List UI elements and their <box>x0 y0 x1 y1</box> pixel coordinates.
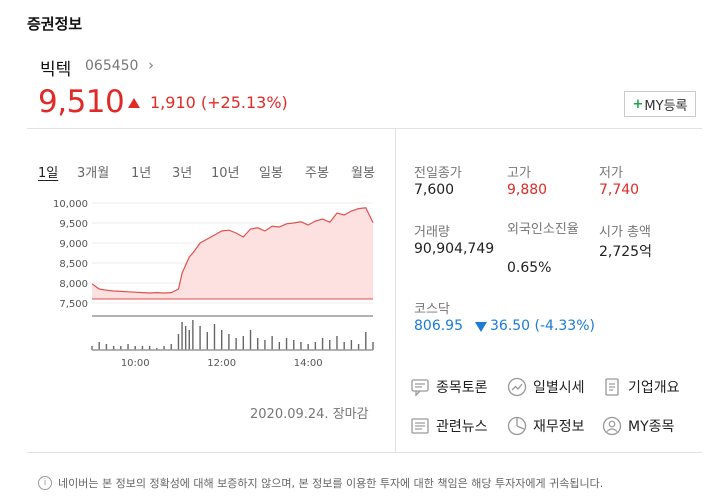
price-line <box>91 207 374 294</box>
link-daily-price[interactable]: 일별시세 <box>507 377 585 397</box>
stat-label: 시가 총액 <box>599 225 651 240</box>
disclaimer-text: 네이버는 본 정보의 정확성에 대해 보증하지 않으며, 본 정보를 이용한 투… <box>58 477 604 490</box>
comment-icon <box>411 379 429 397</box>
stat-low: 7,740 <box>599 182 640 198</box>
pie-chart-icon <box>507 416 527 436</box>
tab-10y[interactable]: 10년 <box>211 166 240 181</box>
stat-label: 외국인소진율 <box>507 222 579 237</box>
user-icon <box>602 416 622 436</box>
stat-high: 9,880 <box>507 182 548 198</box>
link-label: 재무정보 <box>533 419 585 435</box>
trend-icon <box>507 377 527 397</box>
tab-3m[interactable]: 3개월 <box>77 166 110 181</box>
tab-3y[interactable]: 3년 <box>172 166 193 181</box>
my-register-button[interactable]: + MY등록 <box>624 91 696 117</box>
y-tick-label: 9,500 <box>59 219 88 230</box>
x-tick-label: 12:00 <box>207 358 236 369</box>
document-icon <box>605 378 619 396</box>
stat-label: 저가 <box>599 166 623 181</box>
price-change: 1,910 (+25.13%) <box>150 93 288 112</box>
link-related-news[interactable]: 관련뉴스 <box>410 416 488 436</box>
current-price: 9,510 <box>38 84 125 120</box>
x-tick-label: 10:00 <box>121 358 150 369</box>
tab-monthly-candle[interactable]: 월봉 <box>351 166 375 181</box>
stat-label: 거래량 <box>414 225 450 240</box>
intraday-chart[interactable]: 10,000 9,500 9,000 8,500 8,000 7,500 10:00 12:0… <box>38 192 382 372</box>
stat-label: 고가 <box>507 166 531 181</box>
down-arrow-icon <box>475 322 487 332</box>
stock-name[interactable]: 빅텍 <box>40 60 72 80</box>
tab-1d[interactable]: 1일 <box>38 166 59 181</box>
stat-foreign-ratio: 0.65% <box>507 260 552 276</box>
stock-code[interactable]: 065450 <box>85 58 139 74</box>
x-tick-label: 14:00 <box>294 358 323 369</box>
divider <box>27 452 702 453</box>
stat-prev-close: 7,600 <box>414 182 455 198</box>
divider <box>395 128 396 452</box>
link-label: 관련뉴스 <box>436 419 488 435</box>
y-tick-label: 8,000 <box>59 279 88 290</box>
tab-1y[interactable]: 1년 <box>131 166 152 181</box>
plus-icon: + <box>632 96 644 112</box>
disclaimer: i 네이버는 본 정보의 정확성에 대해 보증하지 않으며, 본 정보를 이용한… <box>38 475 603 491</box>
price-area <box>92 207 373 299</box>
info-icon: i <box>38 476 52 490</box>
link-label: 기업개요 <box>628 380 680 396</box>
divider <box>27 128 702 129</box>
up-arrow-icon <box>128 98 140 108</box>
stat-market-cap: 2,725억 <box>599 244 652 260</box>
y-tick-label: 9,000 <box>59 239 88 250</box>
my-register-label: MY등록 <box>644 98 688 114</box>
news-icon <box>411 418 429 434</box>
section-title: 증권정보 <box>27 15 83 33</box>
stat-label: 전일종가 <box>414 166 462 181</box>
kosdaq-label: 코스닥 <box>414 302 450 317</box>
date-status: 2020.09.24. 장마감 <box>250 407 369 422</box>
tab-daily-candle[interactable]: 일봉 <box>259 166 283 181</box>
y-tick-label: 8,500 <box>59 259 88 270</box>
link-discussion[interactable]: 종목토론 <box>410 377 488 397</box>
kosdaq-change: 36.50 (-4.33%) <box>490 318 595 334</box>
link-my-stocks[interactable]: MY종목 <box>602 416 674 436</box>
y-tick-label: 10,000 <box>53 199 88 210</box>
kosdaq-value: 806.95 <box>414 318 463 334</box>
stat-volume: 90,904,749 <box>414 241 495 257</box>
y-tick-label: 7,500 <box>59 299 88 310</box>
tab-weekly-candle[interactable]: 주봉 <box>305 166 329 181</box>
link-financial-info[interactable]: 재무정보 <box>507 416 585 436</box>
link-label: 일별시세 <box>533 380 585 396</box>
link-label: MY종목 <box>628 419 675 435</box>
chevron-right-icon[interactable]: › <box>148 56 154 74</box>
link-company-overview[interactable]: 기업개요 <box>602 377 680 397</box>
link-label: 종목토론 <box>436 380 488 396</box>
